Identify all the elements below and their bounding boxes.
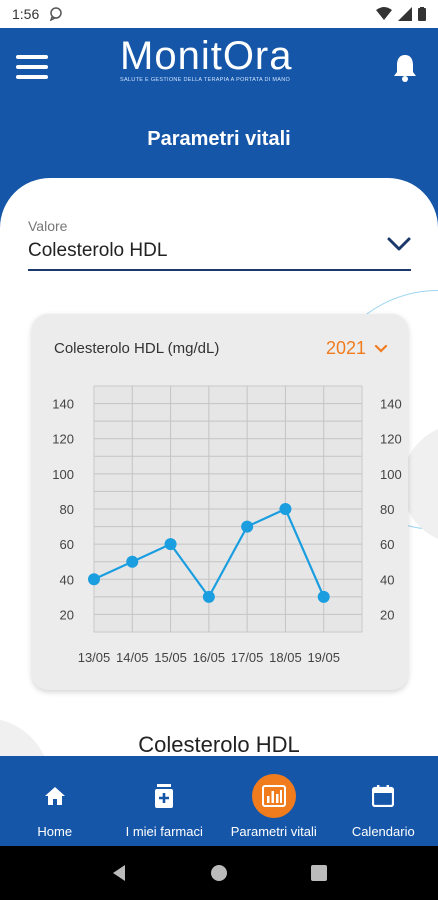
bottom-navigation: Home I miei farmaci Parametri vitali Cal… [0, 756, 438, 846]
y-tick-label-right: 80 [380, 502, 394, 517]
line-chart: 20 20 40 40 60 60 80 80 100 100 120 120 140 140 13/05 1… [52, 385, 402, 665]
status-time: 1:56 [12, 6, 40, 22]
recents-icon[interactable] [310, 865, 327, 881]
data-point [88, 573, 100, 586]
year-value: 2021 [325, 338, 366, 358]
y-tick-label-left: 20 [60, 607, 74, 622]
y-tick-label-right: 60 [380, 537, 394, 552]
nav-label: Parametri vitali [230, 824, 317, 839]
nav-item-home[interactable]: Home [0, 756, 110, 846]
data-point [126, 555, 139, 568]
nav-item-calendar[interactable]: Calendario [329, 756, 438, 846]
logo-wordmark: MonitOra [120, 34, 293, 78]
page-title: Parametri vitali [147, 128, 291, 150]
select-underline [28, 269, 411, 271]
chevron-down-icon[interactable] [386, 234, 412, 254]
section-title: Colesterolo HDL [138, 732, 300, 756]
data-point [241, 520, 254, 533]
status-icons [376, 7, 426, 21]
content-sheet: Valore Colesterolo HDL Colesterolo HDL (… [0, 178, 438, 756]
year-select[interactable]: 2021 [326, 338, 388, 359]
medicine-icon [142, 774, 186, 818]
y-tick-label-left: 140 [52, 397, 74, 412]
selector-label: Valore [28, 218, 68, 234]
menu-icon[interactable] [16, 55, 48, 79]
y-tick-label-left: 80 [60, 502, 74, 517]
nav-item-medicines[interactable]: I miei farmaci [110, 756, 220, 846]
app-header: MonitOra SALUTE E GESTIONE DELLA TERAPIA… [0, 28, 438, 188]
nav-item-vital-parameters[interactable]: Parametri vitali [219, 756, 329, 846]
wifi-icon [376, 7, 392, 20]
data-point [317, 590, 330, 603]
bell-icon[interactable] [392, 52, 418, 82]
system-navigation-bar [0, 846, 438, 900]
x-tick-label: 14/05 [116, 650, 149, 665]
chevron-down-icon [374, 344, 388, 353]
signal-icon [398, 7, 412, 21]
back-icon[interactable] [111, 864, 127, 882]
data-point [164, 538, 177, 551]
y-tick-label-right: 120 [380, 432, 402, 447]
x-tick-label: 17/05 [231, 650, 264, 665]
x-tick-label: 16/05 [193, 650, 226, 665]
y-tick-label-right: 20 [380, 607, 394, 622]
logo-tagline: SALUTE E GESTIONE DELLA TERAPIA A PORTAT… [120, 77, 291, 83]
chart-card: Colesterolo HDL (mg/dL) 2021 20 20 40 40 60 6… [32, 314, 408, 690]
battery-icon [418, 7, 426, 21]
y-tick-label-right: 140 [380, 397, 402, 412]
y-tick-label-left: 40 [60, 572, 74, 587]
data-point [279, 503, 292, 515]
y-tick-label-right: 100 [380, 467, 402, 482]
chat-bubble-icon [50, 7, 62, 21]
x-tick-label: 13/05 [78, 650, 111, 665]
x-tick-label: 19/05 [307, 650, 340, 665]
home-icon [33, 774, 77, 818]
home-circle-icon[interactable] [210, 864, 228, 882]
parameter-select[interactable]: Colesterolo HDL [28, 240, 168, 261]
nav-label: Home [37, 824, 73, 839]
y-tick-label-left: 60 [60, 537, 74, 552]
calendar-icon [361, 774, 405, 818]
x-tick-label: 18/05 [269, 650, 302, 665]
x-tick-label: 15/05 [154, 650, 187, 665]
status-bar: 1:56 [0, 0, 438, 28]
y-tick-label-right: 40 [380, 572, 394, 587]
chart-icon [251, 774, 296, 818]
nav-label: I miei farmaci [125, 824, 203, 839]
nav-label: Calendario [351, 824, 415, 839]
app-logo: MonitOra SALUTE E GESTIONE DELLA TERAPIA… [120, 34, 320, 98]
y-tick-label-left: 100 [52, 467, 74, 482]
y-tick-label-left: 120 [52, 432, 74, 447]
chart-title: Colesterolo HDL (mg/dL) [54, 340, 220, 357]
data-point [202, 590, 215, 603]
